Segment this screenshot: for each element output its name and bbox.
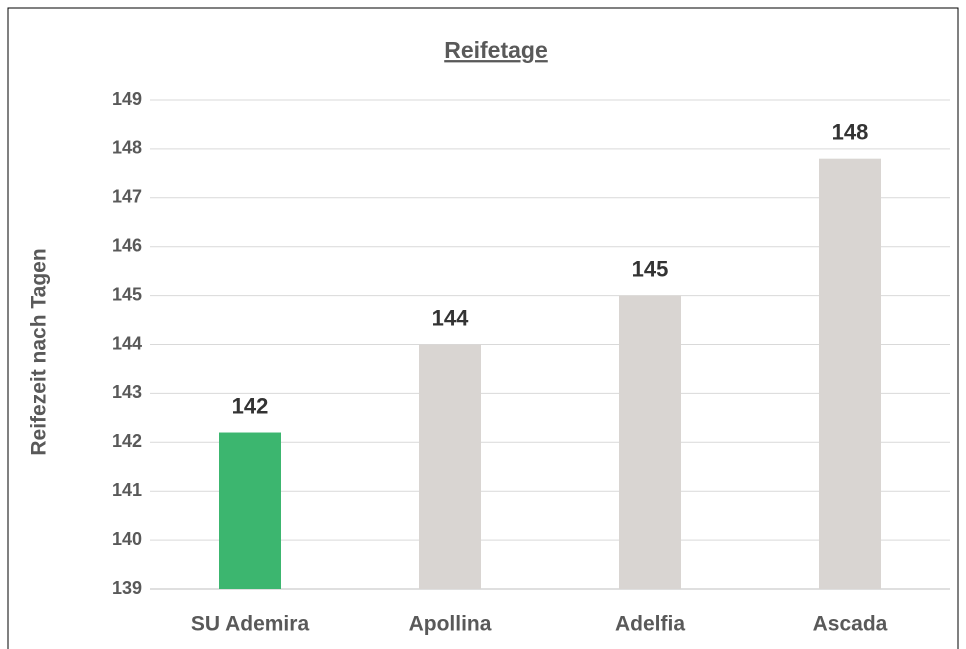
bar — [419, 344, 481, 589]
value-label: 145 — [632, 256, 669, 281]
x-tick-label: SU Ademira — [191, 613, 310, 636]
y-axis-label: Reifezeit nach Tagen — [28, 248, 51, 455]
y-tick-label: 139 — [112, 578, 142, 598]
x-tick-label: Apollina — [409, 613, 492, 636]
chart-title: Reifetage — [444, 37, 548, 63]
y-tick-label: 149 — [112, 89, 142, 109]
y-tick-label: 146 — [112, 235, 142, 255]
chart-border — [7, 7, 959, 649]
bar — [219, 432, 281, 589]
y-tick-label: 144 — [112, 333, 142, 353]
value-label: 148 — [832, 119, 869, 144]
y-tick-label: 147 — [112, 187, 142, 207]
y-tick-label: 142 — [112, 431, 142, 451]
x-tick-label: Adelfia — [615, 613, 685, 636]
x-tick-label: Ascada — [813, 613, 888, 636]
y-tick-label: 143 — [112, 382, 142, 402]
bar — [819, 158, 881, 589]
y-tick-label: 141 — [112, 480, 142, 500]
value-label: 142 — [232, 393, 269, 418]
y-tick-label: 148 — [112, 138, 142, 158]
bar — [619, 295, 681, 589]
value-label: 144 — [432, 305, 469, 330]
y-tick-label: 140 — [112, 529, 142, 549]
y-tick-label: 145 — [112, 284, 142, 304]
